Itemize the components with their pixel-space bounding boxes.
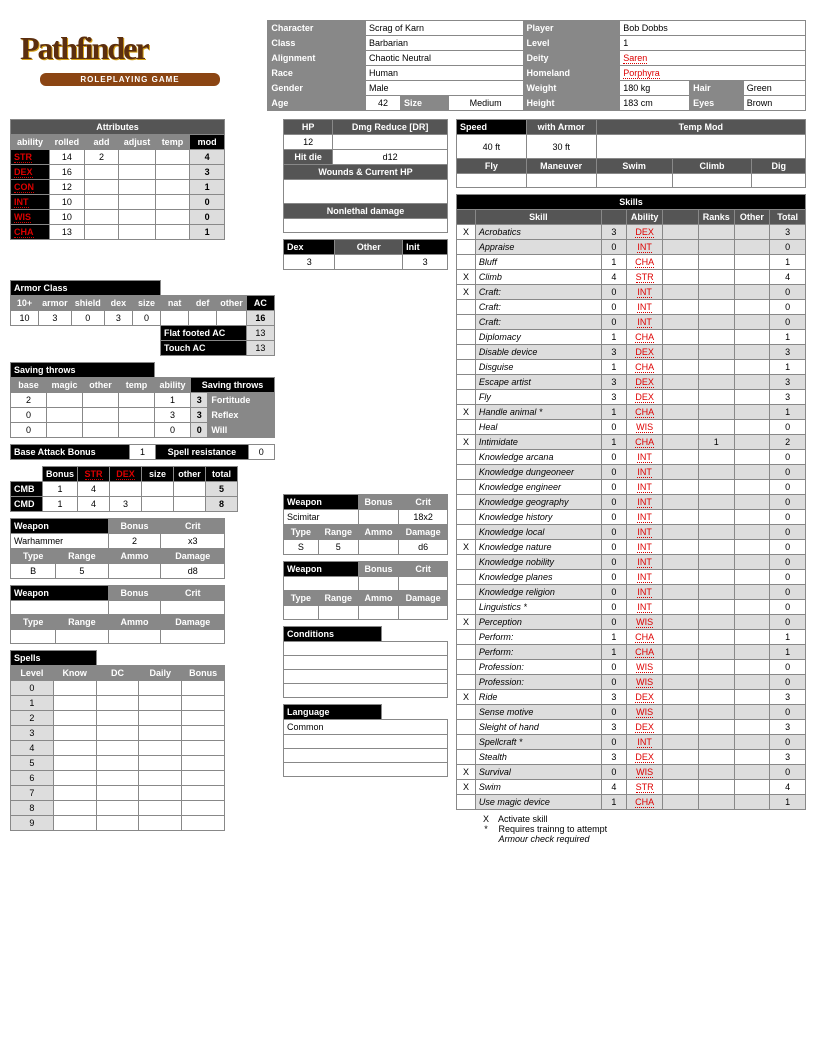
spells-table: Spells LevelKnowDCDailyBonus 0123456789 [10,650,225,831]
combat-maneuver-table: BonusSTRDEXsizeothertotal CMB145 CMD1438 [10,466,238,512]
weapon-block: WeaponBonusCritWarhammer2x3TypeRangeAmmo… [10,518,225,579]
logo: Pathfinder ROLEPLAYING GAME [10,10,267,86]
weapon-block: WeaponBonusCritTypeRangeAmmoDamage [10,585,225,644]
language-table: Language Common [283,704,448,777]
conditions-table: Conditions [283,626,448,698]
attributes-table: Attributes abilityrolledaddadjusttempmod… [10,119,225,240]
saving-throws-table: Saving throws basemagicothertempabilityS… [10,362,275,438]
skills-legend: X Activate skill* Requires trainng to at… [476,814,806,844]
speed-table: Speedwith ArmorTemp Mod 40 ft30 ft FlyMa… [456,119,806,188]
char-info: CharacterScrag of KarnPlayerBob Dobbs Cl… [267,20,806,111]
hp-table: HPDmg Reduce [DR] 12 Hit died12 Wounds &… [283,119,448,233]
bab-table: Base Attack Bonus1Spell resistance0 [10,444,275,460]
skills-table: Skills SkillAbilityRanksOtherTotal XAcro… [456,194,806,810]
weapon-block: WeaponBonusCritScimitar18x2TypeRangeAmmo… [283,494,448,555]
armor-class-table: Armor Class 10+armorshielddexsizenatdefo… [10,280,275,356]
weapon-block: WeaponBonusCritTypeRangeAmmoDamage [283,561,448,620]
init-table: DexOtherInit 33 [283,239,448,270]
